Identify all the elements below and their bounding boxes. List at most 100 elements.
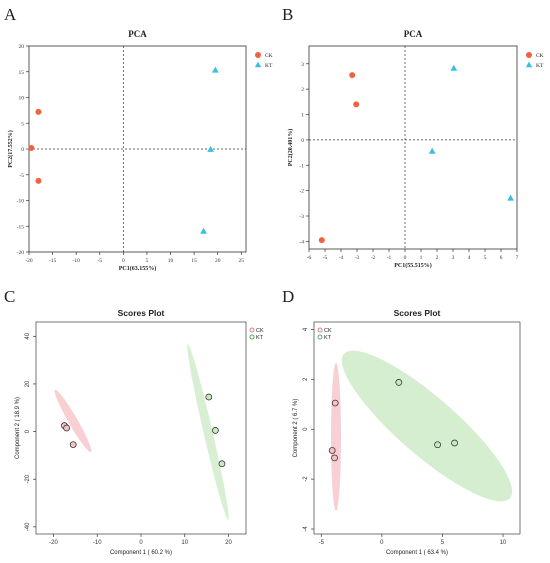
legend-marker-kt [249,334,255,340]
data-point-kt [434,441,441,449]
x-tick-label: 20 [215,258,221,264]
x-tick-label: 5 [484,255,487,261]
x-tick-label: 25 [239,258,245,264]
x-tick-label: -15 [49,258,57,264]
y-tick-label: -4 [303,526,309,532]
x-tick-label: 3 [452,255,455,261]
x-tick-label: 2 [436,255,439,261]
data-point-ck [63,424,70,432]
pca-plot-a: PCA -20 -15 -10 -5 0 5 10 15 20 25 -20 -15 -10 -5 0 5 10 1… [7,29,273,272]
panel-label-c: C [4,287,15,306]
x-axis-label: Component 1 ( 60.2 %) [110,550,172,556]
data-point-kt [207,145,215,152]
y-tick-label: 2 [303,377,309,381]
x-tick-label: 10 [181,540,188,546]
y-tick-label: 5 [21,121,24,127]
confidence-ellipse [331,363,341,511]
data-point-ck [331,454,338,462]
x-tick-label: -20 [49,540,58,546]
data-point-kt [428,147,436,154]
legend-marker-kt [317,334,323,340]
y-tick-label: -20 [25,474,31,483]
x-tick-label: -5 [319,540,325,546]
y-tick-label: -5 [19,173,24,179]
y-tick-label: -3 [299,214,304,220]
panel-label-a: A [4,5,17,24]
x-tick-label: -1 [387,255,392,261]
legend-marker-kt [254,61,262,68]
y-axis-label: PC2(20.401%) [287,129,294,167]
legend-label-kt: KT [536,63,544,69]
x-tick-label: -10 [93,540,102,546]
plot-frame [313,321,521,535]
data-point-ck [35,177,42,184]
x-tick-label: -5 [323,255,328,261]
panel-label-b: B [282,5,293,24]
legend-marker-ck [317,327,323,333]
chart-title: PCA [128,29,147,39]
legend-marker-ck [255,52,261,58]
confidence-ellipse [341,350,513,502]
x-tick-label: 4 [468,255,471,261]
legend-label-ck: CK [324,328,332,334]
x-tick-label: 0 [122,258,125,264]
x-tick-label: 1 [420,255,423,261]
y-tick-label: 20 [25,380,31,387]
data-point-ck [353,101,360,108]
panel-label-d: D [282,287,294,306]
x-tick-label: 0 [139,540,143,546]
plot-frame [308,45,518,250]
y-tick-label: 4 [303,327,309,331]
y-tick-label: -1 [299,163,304,169]
x-tick-label: -3 [355,255,360,261]
legend-label-ck: CK [536,53,544,59]
x-axis-label: Component 1 ( 63.4 %) [386,550,448,556]
x-axis-label: PC1(55.515%) [394,262,432,269]
data-point-ck [69,441,77,449]
legend-label-kt: KT [324,335,332,341]
y-tick-label: -15 [17,224,25,230]
legend-label-ck: CK [265,53,273,59]
data-point-kt [218,460,226,468]
y-tick-label: 15 [19,70,25,76]
data-point-kt [211,66,219,73]
y-tick-label: 0 [301,138,304,144]
x-tick-label: 0 [380,540,384,546]
x-tick-label: -2 [371,255,376,261]
y-axis-label: PC2(17.552%) [7,130,14,168]
legend-marker-ck [249,327,255,333]
x-tick-label: 7 [516,255,519,261]
y-axis-label: Component 2 ( 6.7 %) [293,399,299,458]
data-point-kt [205,393,213,401]
y-tick-label: -40 [25,522,31,531]
x-tick-label: -20 [25,258,33,264]
x-tick-label: 15 [191,258,197,264]
y-tick-label: 20 [19,44,25,50]
y-tick-label: -2 [303,476,309,482]
x-axis-label: PC1(63.155%) [119,265,157,272]
y-tick-label: 0 [21,147,24,153]
x-tick-label: -5 [97,258,102,264]
x-tick-label: -10 [73,258,81,264]
y-axis-label: Component 2 ( 18.9 %) [15,397,21,459]
y-tick-label: -4 [299,239,304,245]
data-point-ck [318,237,325,244]
y-tick-label: 0 [303,427,309,431]
pca-plot-b: PCA -6 -5 -4 -3 -2 -1 0 1 2 3 4 5 6 7 -4 -3 -2 -1 0 1 2 3 PC1(5… [287,29,544,269]
y-tick-label: 40 [25,332,31,339]
data-point-ck [328,447,336,454]
x-tick-label: -4 [339,255,344,261]
x-tick-label: 5 [441,540,445,546]
legend-label-kt: KT [265,63,273,69]
data-point-ck [35,108,42,115]
scores-plot-c: Scores Plot -20 -10 0 10 20 -40 -20 0 20 40 Compone… [15,308,264,556]
x-tick-label: 5 [146,258,149,264]
x-tick-label: 10 [500,540,507,546]
data-point-kt [507,194,514,201]
data-point-ck [349,72,356,79]
x-tick-label: -6 [307,255,312,261]
data-point-kt [451,439,458,447]
legend-marker-kt [525,61,533,68]
y-tick-label: 2 [301,87,304,93]
y-tick-label: -20 [17,250,25,256]
